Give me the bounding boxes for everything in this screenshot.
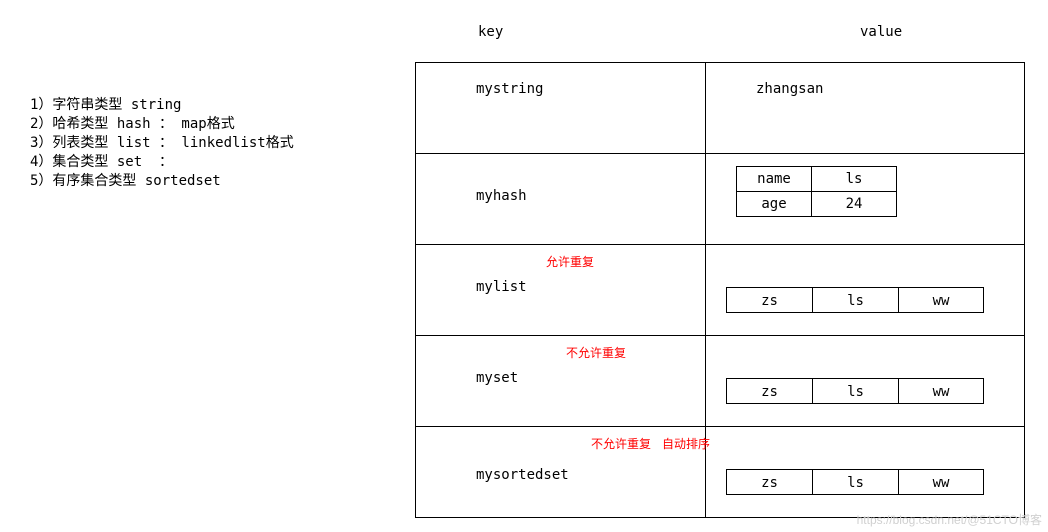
list-values: zslsww	[726, 378, 984, 404]
table-row: mysortedset 不允许重复自动排序 zslsww	[416, 426, 1024, 517]
annotation: 自动排序	[662, 435, 710, 452]
key-text: myhash	[476, 188, 527, 204]
annotation: 不允许重复	[591, 435, 651, 452]
list-item: ls	[812, 469, 898, 495]
value-cell: zhangsan	[706, 63, 1024, 153]
header-value: value	[860, 24, 902, 40]
annotation: 不允许重复	[566, 344, 626, 361]
hash-value: ls	[812, 167, 897, 192]
list-item: ww	[898, 378, 984, 404]
value-cell: zslsww	[706, 336, 1024, 426]
key-cell: myset 不允许重复	[416, 336, 706, 426]
string-value: zhangsan	[756, 81, 823, 97]
key-cell: mysortedset不允许重复自动排序	[416, 427, 706, 517]
redis-example-table: mystringzhangsanmyhashnamelsage24mylist允…	[415, 62, 1025, 518]
value-cell: zslsww	[706, 245, 1024, 335]
key-text: mylist	[476, 279, 527, 295]
key-cell: mylist 允许重复	[416, 245, 706, 335]
list-item: zs	[726, 378, 812, 404]
list-item: ww	[898, 469, 984, 495]
redis-type-list: 1）字符串类型 string 2）哈希类型 hash ： map格式 3）列表类…	[30, 96, 294, 190]
hash-key: age	[737, 192, 812, 217]
list-item: zs	[726, 287, 812, 313]
table-row: myset 不允许重复 zslsww	[416, 335, 1024, 426]
value-cell: namelsage24	[706, 154, 1024, 244]
list-item: zs	[726, 469, 812, 495]
hash-value: 24	[812, 192, 897, 217]
table-row: mylist 允许重复 zslsww	[416, 244, 1024, 335]
header-key: key	[478, 24, 503, 40]
list-item: ww	[898, 287, 984, 313]
key-cell: myhash	[416, 154, 706, 244]
annotation: 允许重复	[546, 253, 594, 270]
table-row: mystring zhangsan	[416, 63, 1024, 153]
hash-key: name	[737, 167, 812, 192]
hash-table: namelsage24	[736, 166, 897, 217]
list-item: ls	[812, 378, 898, 404]
key-cell: mystring	[416, 63, 706, 153]
list-values: zslsww	[726, 287, 984, 313]
key-text: myset	[476, 370, 518, 386]
table-row: myhash namelsage24	[416, 153, 1024, 244]
list-item: ls	[812, 287, 898, 313]
value-cell: zslsww	[706, 427, 1024, 517]
list-values: zslsww	[726, 469, 984, 495]
key-text: mysortedset	[476, 467, 569, 483]
key-text: mystring	[476, 81, 543, 97]
